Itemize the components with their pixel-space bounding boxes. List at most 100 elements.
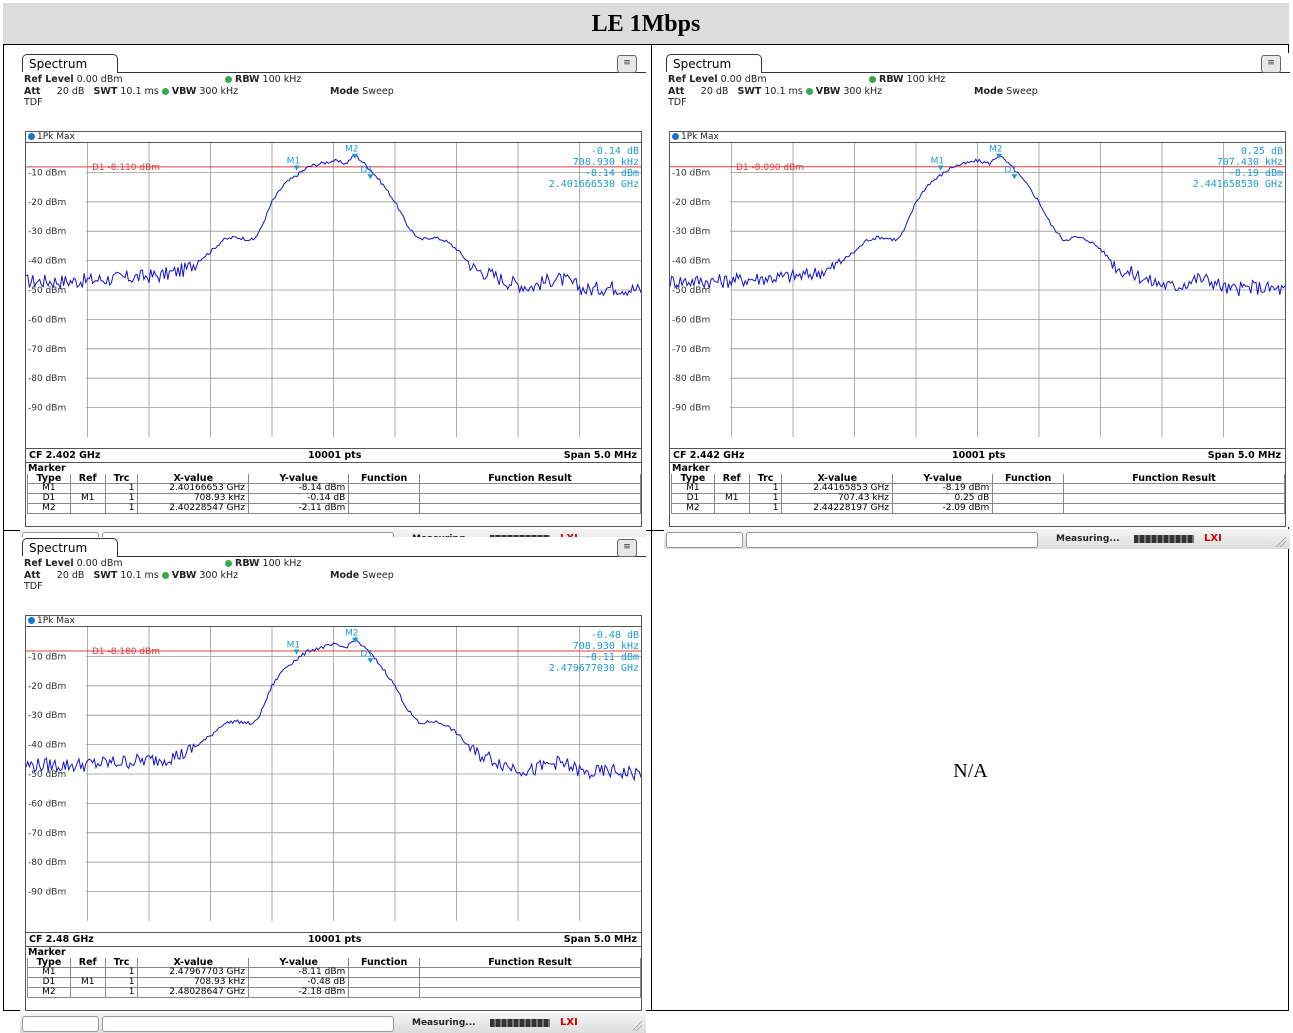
trace-window: 1Pk Max -10 dBm -20 dBm -30 dBm -40 dBm -50 d… — [669, 131, 1286, 449]
col-header: Ref — [713, 474, 750, 484]
ref-level-label: Ref Level — [24, 74, 74, 85]
tdf-label: TDF — [668, 97, 687, 108]
points-count: 10001 pts — [308, 450, 362, 461]
tab-underline — [117, 72, 646, 73]
table-cell — [992, 483, 1064, 494]
y-tick-label: -30 dBm — [672, 227, 710, 237]
marker-label: M2 — [345, 629, 359, 639]
mode-value: Sweep — [362, 86, 394, 97]
rbw-value: 100 kHz — [906, 74, 946, 85]
marker-table-panel: Marker Type Ref Trc X-value Y-value Function Fu… — [669, 463, 1286, 527]
tab-spectrum[interactable]: Spectrum — [22, 54, 118, 72]
progress-bars-icon — [1134, 535, 1194, 543]
table-row: D1 M1 1 708.93 kHz -0.14 dB — [27, 493, 641, 504]
y-tick-label: -60 dBm — [28, 315, 66, 325]
y-tick-label: -10 dBm — [28, 168, 66, 178]
marker-readout: 708.930 kHz — [573, 157, 639, 168]
tdf-label: TDF — [24, 581, 43, 592]
y-tick-label: -20 dBm — [672, 198, 710, 208]
table-cell: M1 — [27, 967, 71, 978]
mode-label: Mode — [330, 86, 360, 97]
table-cell — [69, 967, 106, 978]
ref-level-value: 0.00 dBm — [76, 558, 123, 569]
swt-value: 10.1 ms — [120, 86, 159, 97]
swt-value: 10.1 ms — [120, 570, 159, 581]
trace-window: 1Pk Max -10 dBm -20 dBm -30 dBm -40 dBm -50 d… — [25, 131, 642, 449]
table-cell: D1 — [27, 977, 71, 988]
mode-row: Mode Sweep — [330, 86, 394, 97]
col-header: Function — [992, 474, 1064, 484]
table-cell: M1 — [27, 483, 71, 494]
dropdown-icon[interactable]: ≡ — [1261, 55, 1281, 73]
resize-grip-icon[interactable] — [1276, 537, 1286, 547]
column-divider — [651, 45, 652, 1011]
swt-label: SWT — [93, 86, 118, 97]
span-value: Span 5.0 MHz — [1207, 450, 1281, 461]
marker-readout: -8.19 dBm — [1229, 168, 1283, 179]
table-cell — [419, 493, 641, 504]
spectrum-plot: -10 dBm -20 dBm -30 dBm -40 dBm -50 dBm -60 d… — [26, 627, 641, 921]
marker-title: Marker — [28, 463, 66, 474]
tab-spectrum[interactable]: Spectrum — [22, 538, 118, 556]
y-tick-label: -70 dBm — [672, 345, 710, 355]
marker-label: D1 — [360, 649, 373, 659]
points-count: 10001 pts — [952, 450, 1006, 461]
spectrum-panel: Spectrum ≡ Ref Level 0.00 dBm RBW 100 kHz At… — [20, 537, 646, 1033]
lxi-icon: LXI — [1204, 533, 1222, 544]
resize-grip-icon[interactable] — [632, 1021, 642, 1031]
table-cell: 1 — [104, 483, 139, 494]
trace-header: 1Pk Max — [670, 132, 1285, 143]
vbw-label: VBW — [171, 86, 197, 97]
marker-readout: 708.930 kHz — [573, 641, 639, 652]
y-tick-label: -30 dBm — [28, 227, 66, 237]
rbw-label: RBW — [235, 558, 260, 569]
ref-level-value: 0.00 dBm — [76, 74, 123, 85]
y-tick-label: -40 dBm — [28, 741, 66, 751]
marker-label: M1 — [287, 640, 301, 650]
dropdown-icon[interactable]: ≡ — [617, 55, 637, 73]
display-line-label: D1 -8.180 dBm — [92, 647, 160, 657]
status-field-message — [746, 532, 1038, 548]
table-cell: -2.11 dBm — [248, 503, 350, 514]
vbw-value: 300 kHz — [199, 570, 239, 581]
status-field-left — [22, 1016, 99, 1032]
marker-title: Marker — [28, 947, 66, 958]
table-row: D1 M1 1 708.93 kHz -0.48 dB — [27, 977, 641, 988]
spectrum-panel: Spectrum ≡ Ref Level 0.00 dBm RBW 100 kHz At… — [664, 53, 1290, 549]
rbw-label: RBW — [879, 74, 904, 85]
marker-readout: 0.25 dB — [1241, 146, 1283, 157]
table-cell — [419, 967, 641, 978]
table-cell: 2.44228197 GHz — [781, 503, 894, 514]
att-value: 20 dB — [56, 570, 85, 581]
mode-value: Sweep — [362, 570, 394, 581]
att-row: Att 20 dB SWT 10.1 ms VBW 300 kHz — [668, 86, 882, 97]
table-cell: 2.40228547 GHz — [137, 503, 250, 514]
y-tick-label: -10 dBm — [672, 168, 710, 178]
tab-spectrum[interactable]: Spectrum — [666, 54, 762, 72]
vbw-led-icon — [805, 88, 813, 95]
marker-table-panel: Marker Type Ref Trc X-value Y-value Function Fu… — [25, 463, 642, 527]
table-cell: M1 — [713, 493, 750, 504]
row-divider — [3, 530, 1289, 531]
table-cell: 2.47967703 GHz — [137, 967, 250, 978]
table-cell: -8.14 dBm — [248, 483, 350, 494]
y-tick-label: -20 dBm — [28, 198, 66, 208]
table-cell: 1 — [104, 493, 139, 504]
dropdown-icon[interactable]: ≡ — [617, 539, 637, 557]
rbw-row: RBW 100 kHz — [869, 74, 945, 85]
spectrum-trace — [26, 636, 641, 782]
table-cell — [348, 503, 420, 514]
table-row: M1 1 2.40166653 GHz -8.14 dBm — [27, 483, 641, 494]
tdf-label: TDF — [24, 97, 43, 108]
vbw-label: VBW — [815, 86, 841, 97]
rbw-row: RBW 100 kHz — [225, 558, 301, 569]
y-tick-label: -10 dBm — [28, 652, 66, 662]
swt-value: 10.1 ms — [764, 86, 803, 97]
table-cell — [348, 483, 420, 494]
vbw-value: 300 kHz — [199, 86, 239, 97]
mode-label: Mode — [974, 86, 1004, 97]
ref-level-row: Ref Level 0.00 dBm — [668, 74, 767, 85]
mode-row: Mode Sweep — [330, 570, 394, 581]
status-field-left — [666, 532, 743, 548]
spectrum-plot: -10 dBm -20 dBm -30 dBm -40 dBm -50 dBm -60 d… — [26, 143, 641, 437]
